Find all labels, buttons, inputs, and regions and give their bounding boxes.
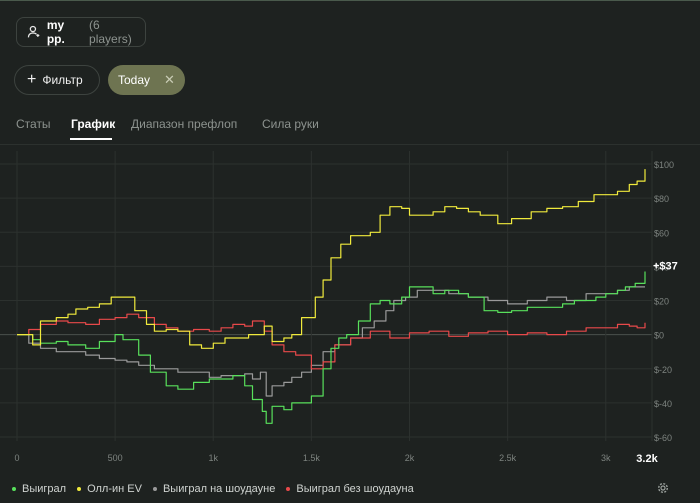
- end-value-label: +$37: [653, 260, 678, 272]
- x-tick-label: 500: [108, 453, 123, 463]
- y-tick-label: $80: [654, 194, 669, 204]
- series-line: [17, 272, 645, 424]
- x-tick-label: 1.5k: [303, 453, 321, 463]
- x-tick-label: 0: [14, 453, 19, 463]
- legend-item-showdown[interactable]: Выиграл на шоудауне: [153, 483, 275, 495]
- x-tick-label: 2k: [405, 453, 415, 463]
- y-tick-label: $0: [654, 331, 664, 341]
- y-tick-label: $60: [654, 228, 669, 238]
- players-name: my pp.: [47, 18, 85, 46]
- y-tick-label: $-40: [654, 399, 672, 409]
- y-tick-label: $-60: [654, 433, 672, 443]
- legend-item-allin-ev[interactable]: Олл-ин EV: [77, 483, 142, 495]
- legend-label-non-showdown: Выиграл без шоудауна: [296, 483, 413, 495]
- legend-item-non-showdown[interactable]: Выиграл без шоудауна: [286, 483, 413, 495]
- today-filter-chip[interactable]: Today ✕: [108, 65, 185, 95]
- players-selector[interactable]: my pp. (6 players): [16, 17, 146, 47]
- tab-stats[interactable]: Статы: [16, 117, 51, 131]
- today-chip-label: Today: [118, 73, 150, 87]
- legend-dot-showdown: [153, 487, 157, 491]
- plus-icon: +: [27, 72, 36, 88]
- tab-hand-strength[interactable]: Сила руки: [262, 117, 319, 131]
- x-tick-label: 3k: [601, 453, 611, 463]
- legend-item-won[interactable]: Выиграл: [12, 483, 66, 495]
- filter-label: Фильтр: [42, 73, 82, 87]
- y-tick-label: $100: [654, 160, 674, 170]
- close-icon[interactable]: ✕: [164, 72, 175, 88]
- y-tick-label: $20: [654, 297, 669, 307]
- x-end-label: 3.2k: [636, 453, 658, 465]
- legend-dot-allin-ev: [77, 487, 81, 491]
- bankroll-graph[interactable]: $100$80$60$40$20$0$-20$-40$-600 500 1k 1.5k…: [0, 151, 700, 471]
- active-tab-underline: [70, 138, 112, 140]
- tab-graph[interactable]: График: [71, 117, 115, 131]
- legend-dot-won: [12, 487, 16, 491]
- user-icon: [27, 25, 41, 39]
- gear-icon[interactable]: [656, 481, 670, 495]
- series-line: [17, 169, 645, 348]
- x-tick-label: 2.5k: [499, 453, 517, 463]
- legend-label-allin-ev: Олл-ин EV: [87, 483, 142, 495]
- players-count: (6 players): [89, 18, 145, 46]
- legend-label-showdown: Выиграл на шоудауне: [163, 483, 275, 495]
- y-tick-label: $-20: [654, 365, 672, 375]
- filter-button[interactable]: + Фильтр: [14, 65, 100, 95]
- legend-label-won: Выиграл: [22, 483, 66, 495]
- tab-preflop-range[interactable]: Диапазон префлоп: [131, 117, 237, 131]
- x-tick-label: 1k: [208, 453, 218, 463]
- tabs-divider: [0, 144, 700, 145]
- chart-legend: Выиграл Олл-ин EV Выиграл на шоудауне Вы…: [12, 483, 425, 495]
- legend-dot-non-showdown: [286, 487, 290, 491]
